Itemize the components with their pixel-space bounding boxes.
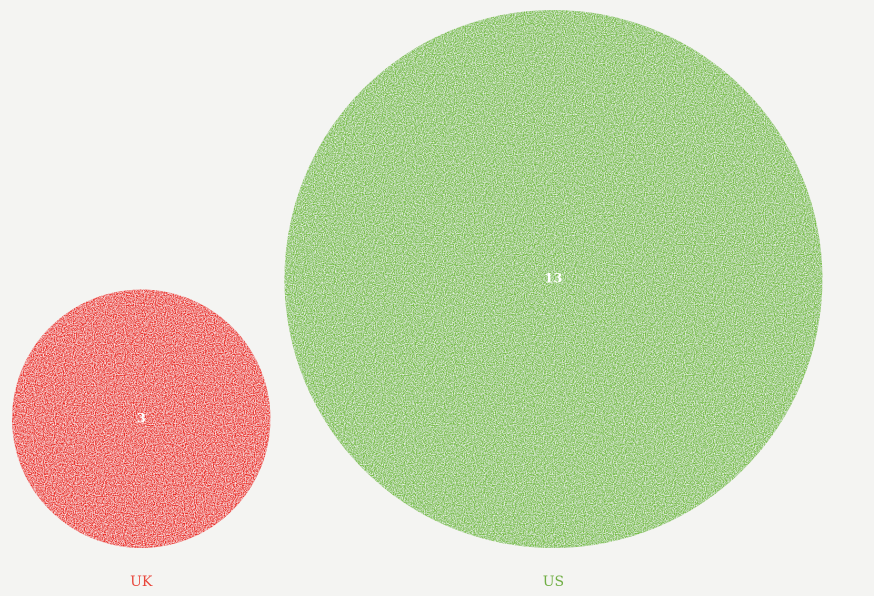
bubble-us	[284, 10, 823, 548]
category-label-uk: UK	[130, 574, 153, 590]
bubble-value-uk: 3	[137, 411, 146, 426]
category-label-us: US	[543, 574, 564, 590]
bubble-value-us: 13	[544, 272, 562, 287]
bubbles-group: 3 13	[12, 10, 823, 548]
bubble-uk	[12, 289, 271, 548]
labels-group: UK US	[130, 574, 564, 590]
